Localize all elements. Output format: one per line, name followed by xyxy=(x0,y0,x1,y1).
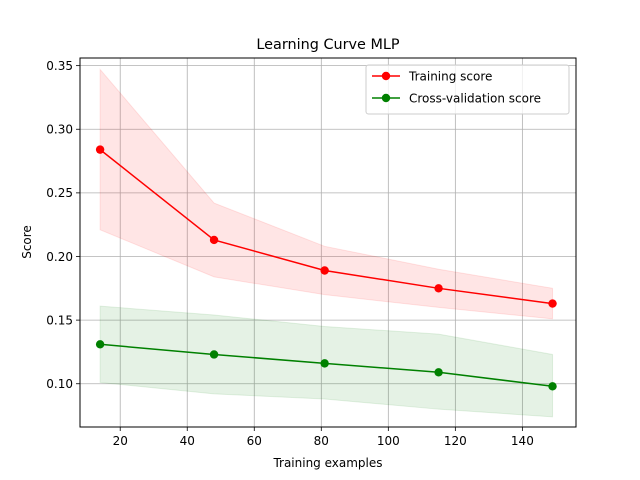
series-points xyxy=(95,145,557,391)
training-score-point xyxy=(209,235,219,245)
x-tick-label: 80 xyxy=(314,434,329,448)
training-score-band xyxy=(99,68,554,320)
legend-cross-validation-score-label: Cross-validation score xyxy=(409,91,541,105)
legend-training-score-label: Training score xyxy=(408,69,492,83)
plot-area: 20 40 60 80 100 120 140 0.100.150.200.250.300.… xyxy=(46,57,577,448)
x-tick-label: 120 xyxy=(444,434,467,448)
cross-validation-score-point xyxy=(95,340,105,349)
grid-lines xyxy=(80,58,576,427)
training-score-point xyxy=(434,284,443,293)
y-tick-label: 0.20 xyxy=(46,250,73,264)
cross-validation-score-point xyxy=(434,368,443,377)
x-tick-label: 60 xyxy=(247,434,262,448)
chart-title: Learning Curve MLP xyxy=(256,37,400,53)
y-tick-label: 0.35 xyxy=(46,59,73,73)
y-tick-label: 0.10 xyxy=(46,377,73,391)
training-score-point xyxy=(548,299,557,308)
y-axis-ticks: 0.10 0.15 0.20 0.25 0.30 0.35 xyxy=(46,59,80,391)
legend-training-score-marker xyxy=(381,71,391,81)
training-score-point xyxy=(95,145,105,154)
y-tick-label: 0.25 xyxy=(46,186,73,200)
x-axis-label: Training examples xyxy=(272,456,382,470)
legend: Training score Cross-validation score xyxy=(365,64,570,115)
axes-frame xyxy=(79,57,577,428)
x-tick-label: 100 xyxy=(377,434,400,448)
training-score-point xyxy=(320,266,329,275)
cross-validation-score-point xyxy=(548,382,557,391)
legend-cross-validation-score-marker xyxy=(381,93,391,103)
y-tick-label: 0.30 xyxy=(46,123,73,137)
x-tick-label: 140 xyxy=(511,434,534,448)
x-tick-label: 40 xyxy=(180,434,195,448)
x-axis-ticks: 20 40 60 80 100 120 140 xyxy=(113,427,534,448)
y-axis-label: Score xyxy=(20,225,34,259)
cross-validation-score-point xyxy=(320,359,329,368)
cross-validation-score-point xyxy=(209,350,219,359)
legend-box xyxy=(365,64,570,115)
y-tick-label: 0.15 xyxy=(46,313,73,327)
x-tick-label: 20 xyxy=(113,434,128,448)
